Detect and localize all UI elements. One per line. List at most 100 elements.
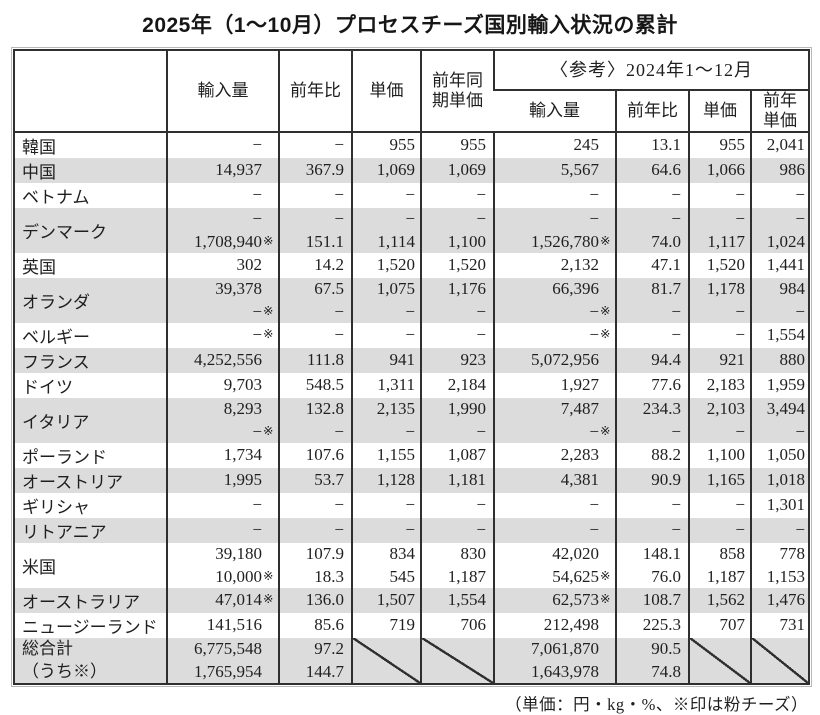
value-cell: 548.5 (278, 373, 352, 398)
table-header: 輸入量 前年比 単価 前年同期単価 〈参考〉2024年1〜12月 輸入量 前年比… (14, 50, 809, 133)
value-cell: 225.3 (615, 613, 689, 638)
value-cell: 94.4 (615, 348, 689, 373)
value-cell: −74.0 (615, 208, 689, 253)
powder-cheese-mark: ※ (600, 233, 611, 248)
value-cell: 8,293− ※ (166, 398, 279, 443)
value-cell: −1,708,940 ※ (166, 208, 279, 253)
powder-cheese-mark: ※ (600, 592, 611, 607)
value-cell: 14.2 (278, 253, 352, 278)
value-cell: 2,184 (420, 373, 494, 398)
value-cell: 1,554 (750, 323, 809, 348)
value-cell: 1,018 (750, 468, 809, 493)
value-cell: 1,520 (351, 253, 421, 278)
unit-footnote: （単価：円・kg・%、※印は粉チーズ） (505, 695, 808, 714)
table-row: オーストリア 1,995 53.7 1,128 1,181 4,381 90.9 1,165 1… (14, 468, 809, 493)
value-cell: 7,487− ※ (493, 398, 616, 443)
value-cell: 1,050 (750, 443, 809, 468)
value-cell: 1,476 (750, 588, 809, 613)
value-cell: 2,132 (493, 253, 616, 278)
value-cell: 707 (688, 613, 751, 638)
value-cell: 90.9 (615, 468, 689, 493)
value-cell: − (278, 132, 352, 158)
value-cell: 984− (750, 278, 809, 323)
header-ref-yoy: 前年比 (615, 90, 689, 133)
value-cell: 830 1,187 (420, 543, 494, 588)
header-ref-prev-year-unit-price: 前年単価 (750, 90, 809, 133)
table-row: ギリシャ − − − − − − −1,301 (14, 493, 809, 518)
not-applicable-cell (351, 638, 421, 684)
value-cell: 1,178− (688, 278, 751, 323)
powder-cheese-mark: ※ (263, 423, 274, 438)
value-cell: − (688, 518, 751, 543)
country-label: 韓国 (22, 138, 56, 157)
header-import-volume: 輸入量 (166, 50, 279, 133)
table-row: 中国 14,937 367.9 1,069 1,069 5,567 64.6 1,066 986 (14, 158, 809, 183)
table-row: フランス 4,252,556 111.8 941 923 5,072,956 94.4 921… (14, 348, 809, 373)
table-row: ドイツ 9,703 548.5 1,311 2,184 1,927 77.6 2,183 1,9… (14, 373, 809, 398)
value-cell: − (493, 493, 616, 518)
value-cell: 4,381 (493, 468, 616, 493)
value-cell: 2,041 (750, 132, 809, 158)
value-cell: 986 (750, 158, 809, 183)
value-cell: 77.6 (615, 373, 689, 398)
value-cell: 955 (420, 132, 494, 158)
value-cell: − (615, 518, 689, 543)
powder-cheese-mark: ※ (600, 423, 611, 438)
table-row: ベルギー − ※ − − − − ※ − −1,554 (14, 323, 809, 348)
value-cell: 858 1,187 (688, 543, 751, 588)
country-label: ベトナム (22, 188, 90, 207)
table-row: ポーランド 1,734 107.6 1,155 1,087 2,283 88.2 1,100 1… (14, 443, 809, 468)
table-row: オーストラリア 47,014 ※ 136.0 1,507 1,554 62,573 ※ 108.… (14, 588, 809, 613)
value-cell: 62,573 ※ (493, 588, 616, 613)
value-cell: 1,181 (420, 468, 494, 493)
value-cell: 1,734 (166, 443, 279, 468)
value-cell: 1,441 (750, 253, 809, 278)
value-cell: 5,567 (493, 158, 616, 183)
value-cell: − (688, 183, 751, 208)
value-cell: − (351, 323, 421, 348)
value-cell: 6,775,548 1,765,954 (166, 638, 279, 684)
country-label: デンマーク (22, 223, 107, 242)
country-label: 英国 (22, 258, 56, 277)
value-cell: 66,396− ※ (493, 278, 616, 323)
value-cell: 136.0 (278, 588, 352, 613)
value-cell: 141,516 (166, 613, 279, 638)
powder-cheese-mark: ※ (263, 568, 274, 583)
value-cell: − (615, 183, 689, 208)
value-cell: 1,100 (688, 443, 751, 468)
value-cell: 1,520 (688, 253, 751, 278)
value-cell: 148.1 76.0 (615, 543, 689, 588)
value-cell: −151.1 (278, 208, 352, 253)
header-yoy: 前年比 (278, 50, 352, 133)
powder-cheese-mark: ※ (600, 327, 611, 342)
value-cell: 880 (750, 348, 809, 373)
value-cell: 107.6 (278, 443, 352, 468)
value-cell: 67.5− (278, 278, 352, 323)
country-label: ギリシャ (22, 498, 90, 517)
powder-cheese-mark: ※ (263, 592, 274, 607)
header-ref-import-volume: 輸入量 (494, 90, 616, 133)
value-cell: − (688, 493, 751, 518)
powder-cheese-mark: ※ (263, 233, 274, 248)
country-label: オーストラリア (22, 593, 141, 612)
powder-cheese-mark: ※ (600, 568, 611, 583)
value-cell: 53.7 (278, 468, 352, 493)
value-cell: − (420, 518, 494, 543)
country-label: オーストリア (22, 473, 124, 492)
value-cell: 1,069 (351, 158, 421, 183)
value-cell: 234.3− (615, 398, 689, 443)
value-cell: 955 (351, 132, 421, 158)
value-cell: 923 (420, 348, 494, 373)
value-cell: 1,176− (420, 278, 494, 323)
value-cell: 4,252,556 (166, 348, 279, 373)
value-cell: − (351, 183, 421, 208)
table-row: 英国 302 14.2 1,520 1,520 2,132 47.1 1,520 1,441 (14, 253, 809, 278)
value-cell: − (166, 132, 279, 158)
table-row: 韓国 − −955 955 245 13.1 955 2,041 (14, 132, 809, 158)
value-cell: − (688, 323, 751, 348)
value-cell: − (166, 183, 279, 208)
value-cell: − (351, 493, 421, 518)
value-cell: 921 (688, 348, 751, 373)
value-cell: 1,128 (351, 468, 421, 493)
value-cell: 97.2 144.7 (278, 638, 352, 684)
